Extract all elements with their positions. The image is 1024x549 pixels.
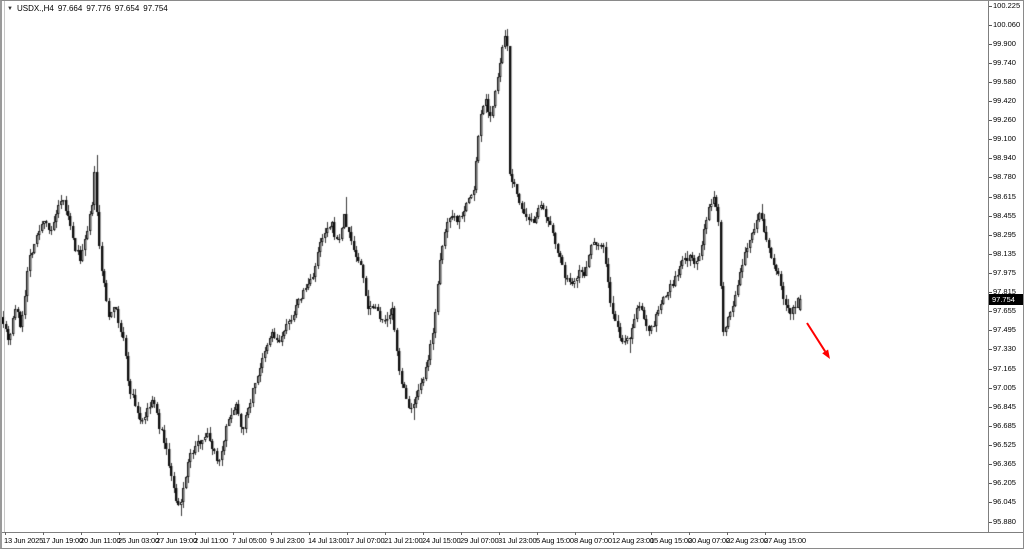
price-axis-label: 98.295 [989,229,1016,239]
time-axis-label: 8 Aug 07:00 [574,532,612,545]
trend-arrow-annotation[interactable] [2,1,988,532]
symbol-period-label: USDX.,H4 [16,4,54,13]
price-axis-label: 98.135 [989,248,1016,258]
price-axis-label: 99.900 [989,39,1016,49]
price-axis-label: 98.455 [989,210,1016,220]
time-axis-label: 20 Aug 07:00 [688,532,730,545]
price-axis-label: 99.740 [989,58,1016,68]
price-axis-label: 96.205 [989,477,1016,487]
time-axis-label: 12 Aug 23:00 [612,532,654,545]
candlestick-chart-canvas[interactable] [2,1,988,532]
time-axis-label: 13 Jun 2025 [4,532,44,545]
time-axis-label: 27 Aug 15:00 [764,532,806,545]
time-axis-label: 15 Aug 15:00 [650,532,692,545]
current-price-tag: 97.754 [989,293,1023,305]
time-axis-label: 17 Jun 19:00 [42,532,83,545]
time-axis-label: 22 Aug 23:00 [726,532,768,545]
time-axis-label: 21 Jul 21:00 [384,532,423,545]
price-axis-label: 99.260 [989,115,1016,125]
time-axis[interactable]: 13 Jun 2025 17 Jun 19:00 20 Jun 11:00 25 Ju… [2,532,988,548]
price-axis[interactable]: 97.754 100.225 100.060 99.900 99.740 99.580 9… [988,0,1023,532]
time-axis-label: 14 Jul 13:00 [308,532,347,545]
time-axis-label: 29 Jul 07:00 [460,532,499,545]
price-axis-label: 97.330 [989,344,1016,354]
chart-left-border [4,1,5,532]
time-axis-label: 31 Jul 23:00 [498,532,537,545]
price-axis-label: 99.580 [989,77,1016,87]
time-axis-label: 20 Jun 11:00 [80,532,121,545]
time-axis-label: 7 Jul 05:00 [232,532,267,545]
price-axis-label: 95.880 [989,516,1016,526]
ohlc-low-value: 97.654 [114,4,140,13]
time-axis-label: 25 Jun 03:00 [118,532,159,545]
price-axis-label: 99.420 [989,96,1016,106]
price-axis-label: 98.940 [989,153,1016,163]
price-axis-label: 96.685 [989,420,1016,430]
time-axis-label: 24 Jul 15:00 [422,532,461,545]
time-axis-label: 5 Aug 15:00 [536,532,574,545]
price-axis-label: 96.045 [989,496,1016,506]
price-axis-label: 97.655 [989,305,1016,315]
ohlc-high-value: 97.776 [86,4,111,13]
time-axis-label: 27 Jun 19:00 [156,532,197,545]
time-axis-separator [2,532,1023,533]
time-axis-label: 9 Jul 23:00 [270,532,305,545]
ohlc-open-value: 97.664 [57,4,83,13]
price-axis-label: 97.005 [989,382,1016,392]
price-axis-label: 98.780 [989,172,1016,182]
time-axis-label: 17 Jul 07:00 [346,532,385,545]
price-axis-label: 97.495 [989,324,1016,334]
chart-collapse-icon[interactable]: ▼ [7,5,13,12]
price-axis-label: 96.845 [989,401,1016,411]
price-axis-label: 100.060 [988,20,1021,30]
price-axis-label: 98.615 [989,191,1016,201]
arrow-head-icon [822,349,830,359]
price-axis-label: 97.815 [989,286,1016,296]
price-axis-label: 97.975 [989,267,1016,277]
arrow-line [806,322,826,352]
price-axis-label: 96.525 [989,439,1016,449]
price-axis-label: 99.100 [989,134,1016,144]
ohlc-close-value: 97.754 [143,4,168,13]
price-axis-label: 97.165 [989,363,1016,373]
price-axis-label: 100.225 [988,0,1021,10]
time-axis-label: 2 Jul 11:00 [194,532,228,545]
chart-title: ▼ USDX.,H4 97.664 97.776 97.654 97.754 [7,4,168,13]
price-axis-separator [988,1,989,532]
price-axis-label: 96.365 [989,458,1016,468]
